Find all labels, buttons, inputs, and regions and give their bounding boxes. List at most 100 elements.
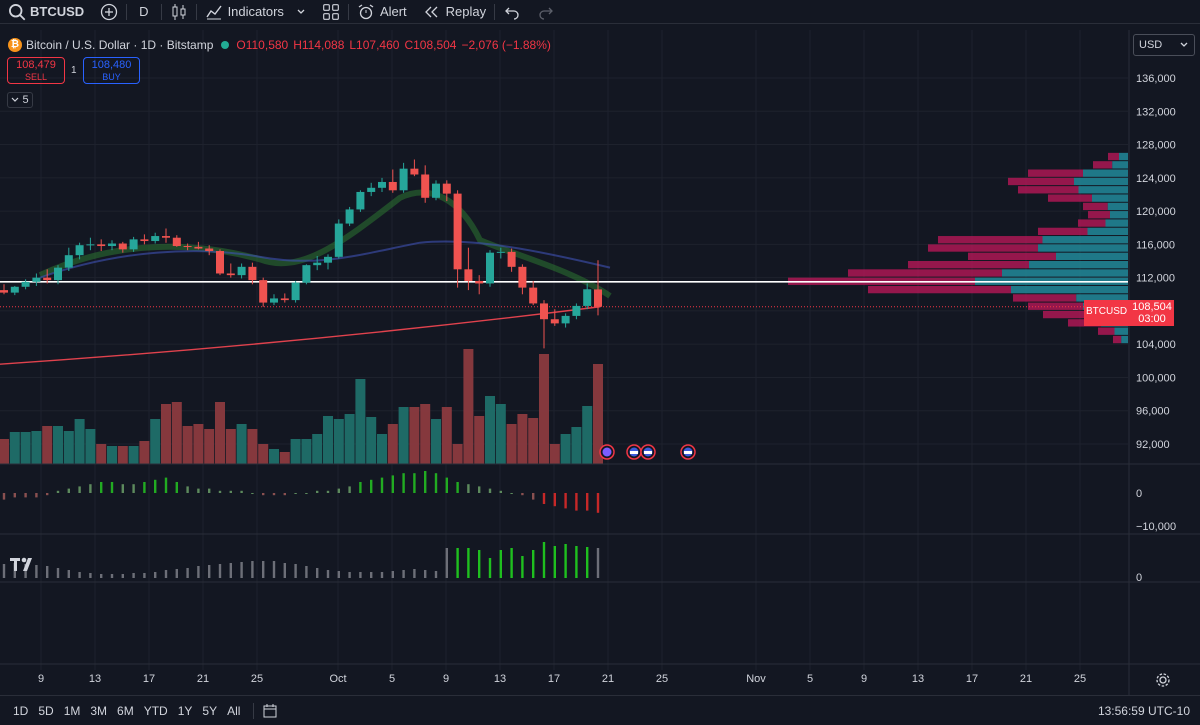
oscillator-bar <box>413 473 416 493</box>
range-ytd[interactable]: YTD <box>143 703 168 718</box>
compare-button[interactable] <box>92 0 126 24</box>
buy-price: 108,480 <box>91 59 132 71</box>
time-tick-label: 17 <box>548 673 560 685</box>
volume-bar <box>539 354 549 464</box>
price-chart[interactable]: 136,000 132,000 128,000 124,000 120,000 116,0… <box>0 30 1200 695</box>
volume-bar <box>96 444 107 464</box>
symbol-search[interactable]: BTCUSD <box>0 0 92 24</box>
volume-bar <box>582 406 593 464</box>
volume-bar <box>441 407 452 464</box>
oscillator-bar <box>326 490 330 493</box>
oscillator-bar <box>586 493 589 511</box>
candle-body <box>464 269 473 281</box>
alert-button[interactable]: Alert <box>349 0 415 24</box>
candle-body <box>194 246 203 249</box>
oscillator-bar <box>78 572 81 578</box>
range-5y[interactable]: 5Y <box>202 703 218 718</box>
volume-profile-bar <box>1121 335 1128 344</box>
price-tick-label: 136,000 <box>1136 73 1176 85</box>
collapse-indicators-button[interactable]: 5 <box>7 92 33 108</box>
alert-label: Alert <box>379 4 407 19</box>
chart-type-button[interactable] <box>162 0 196 24</box>
oscillator-bar <box>596 493 600 513</box>
time-tick-label: 21 <box>1020 673 1032 685</box>
legend-change: −2,076 (−1.88%) <box>461 38 551 52</box>
volume-profile <box>788 152 1128 344</box>
candle-body <box>64 255 73 268</box>
volume-bar <box>139 441 150 464</box>
economic-events <box>599 444 696 460</box>
currency-select[interactable]: USD <box>1133 34 1195 56</box>
time-tick-label: 17 <box>143 673 155 685</box>
bar-countdown: 03:00 <box>1138 313 1166 325</box>
indicators-button[interactable]: Indicators <box>197 0 314 24</box>
candle-body <box>518 266 527 288</box>
candlesticks <box>0 159 602 349</box>
candle-body <box>313 262 322 266</box>
candle-body <box>226 273 235 276</box>
oscillator-bar <box>456 548 459 578</box>
volume-profile-bar <box>868 285 1011 294</box>
volume-bar <box>431 419 441 464</box>
interval-button[interactable]: D <box>127 0 160 24</box>
volume-bar <box>377 434 387 464</box>
go-to-date-button[interactable] <box>262 703 278 719</box>
buy-button[interactable]: 108,480 BUY <box>83 57 140 84</box>
volume-bar <box>85 429 96 464</box>
rewind-icon <box>424 6 438 17</box>
volume-bar <box>474 416 485 464</box>
bitcoin-logo-icon: ₿ <box>8 38 22 52</box>
grid-icon <box>323 3 339 20</box>
price-tick-label: 112,000 <box>1136 273 1175 285</box>
oscillator-bar <box>586 547 589 578</box>
legend-open: O110,580 <box>236 38 289 52</box>
oscillator-bar <box>391 571 394 578</box>
volume-profile-bar <box>1008 177 1074 186</box>
volume-profile-bar <box>1112 161 1128 169</box>
range-5d[interactable]: 5D <box>38 703 54 718</box>
oscillator-bar <box>67 488 70 493</box>
clock[interactable]: 13:56:59 UTC-10 <box>1097 703 1190 718</box>
oscillator-bar <box>564 544 567 578</box>
redo-button[interactable] <box>529 0 563 24</box>
time-tick-label: 5 <box>389 673 395 685</box>
oscillator-bar <box>380 572 384 578</box>
range-3m[interactable]: 3M <box>90 703 108 718</box>
range-1d[interactable]: 1D <box>13 703 29 718</box>
oscillator-bar <box>499 490 502 493</box>
price-tick-label: 120,000 <box>1136 206 1176 218</box>
buy-label: BUY <box>102 72 121 82</box>
oscillator-bar <box>67 570 70 578</box>
range-1y[interactable]: 1Y <box>177 703 193 718</box>
range-1m[interactable]: 1M <box>63 703 81 718</box>
sell-button[interactable]: 108,479 SELL <box>7 57 65 84</box>
oscillator-bar <box>445 477 448 493</box>
oscillator-bar <box>56 490 60 493</box>
range-6m[interactable]: 6M <box>117 703 134 718</box>
tradingview-logo-icon <box>10 556 38 575</box>
volume-bar <box>495 404 506 464</box>
oscillator-bar <box>348 486 351 493</box>
volume-profile-bar <box>1043 310 1090 319</box>
volume-bar <box>323 416 333 464</box>
layouts-button[interactable] <box>314 0 348 24</box>
oscillator-bar <box>100 574 103 578</box>
volume-bar <box>279 452 290 464</box>
chart-settings-button[interactable] <box>1155 672 1171 691</box>
range-buttons: 1D 5D 1M 3M 6M YTD 1Y 5Y All <box>8 704 245 718</box>
volume-bar <box>409 407 420 464</box>
volume-profile-bar <box>1038 244 1128 252</box>
replay-button[interactable]: Replay <box>415 0 494 24</box>
time-tick-label: 17 <box>966 673 978 685</box>
oscillator-bar <box>197 488 200 493</box>
time-tick-label: 25 <box>656 673 668 685</box>
volume-bar <box>20 432 31 464</box>
candle-body <box>583 289 592 306</box>
volume-bar <box>161 404 171 464</box>
volume-profile-bar <box>1048 194 1092 202</box>
range-all[interactable]: All <box>227 703 241 718</box>
undo-button[interactable] <box>495 0 529 24</box>
divider <box>494 3 496 20</box>
plus-circle-icon <box>101 3 118 20</box>
volume-profile-bar <box>1028 169 1083 177</box>
